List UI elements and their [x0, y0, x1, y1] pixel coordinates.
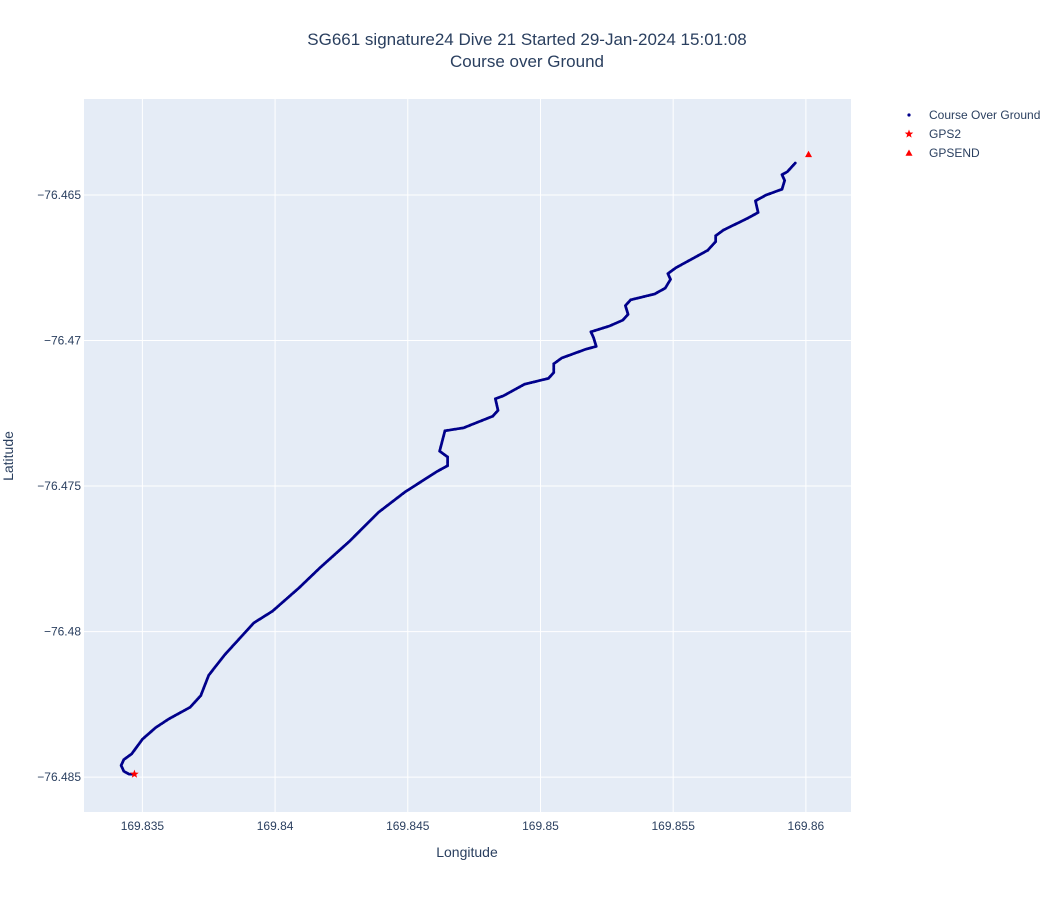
- grid-lines: [84, 99, 851, 812]
- legend-item-label[interactable]: Course Over Ground: [929, 108, 1040, 122]
- legend-dot-icon: [907, 113, 911, 117]
- y-axis-ticks: −76.465 −76.47 −76.475 −76.48 −76.485: [37, 188, 81, 784]
- legend-item-label[interactable]: GPS2: [929, 127, 961, 141]
- legend-triangle-icon: [905, 149, 913, 156]
- y-tick-label: −76.48: [44, 625, 81, 639]
- y-tick-label: −76.485: [37, 770, 81, 784]
- x-tick-label: 169.855: [651, 819, 695, 833]
- y-tick-label: −76.47: [44, 334, 81, 348]
- data-markers: [119, 150, 813, 778]
- chart-subtitle: Course over Ground: [450, 52, 604, 71]
- chart-title: SG661 signature24 Dive 21 Started 29-Jan…: [307, 30, 746, 49]
- legend: Course Over Ground GPS2 GPSEND: [904, 108, 1040, 160]
- x-tick-label: 169.845: [386, 819, 430, 833]
- legend-item-label[interactable]: GPSEND: [929, 146, 980, 160]
- plot-area[interactable]: [84, 99, 851, 812]
- x-axis-title: Longitude: [436, 844, 498, 860]
- y-tick-label: −76.465: [37, 188, 81, 202]
- x-axis-ticks: 169.835 169.84 169.845 169.85 169.855 169.86: [121, 819, 825, 833]
- gpsend-marker: [805, 150, 813, 158]
- gps2-marker: [130, 769, 139, 778]
- x-tick-label: 169.835: [121, 819, 165, 833]
- x-tick-label: 169.84: [257, 819, 294, 833]
- x-tick-label: 169.85: [522, 819, 559, 833]
- x-tick-label: 169.86: [788, 819, 825, 833]
- legend-star-icon: [904, 129, 914, 138]
- y-tick-label: −76.475: [37, 479, 81, 493]
- course-over-ground-point: [793, 161, 797, 165]
- y-axis-title: Latitude: [0, 431, 16, 481]
